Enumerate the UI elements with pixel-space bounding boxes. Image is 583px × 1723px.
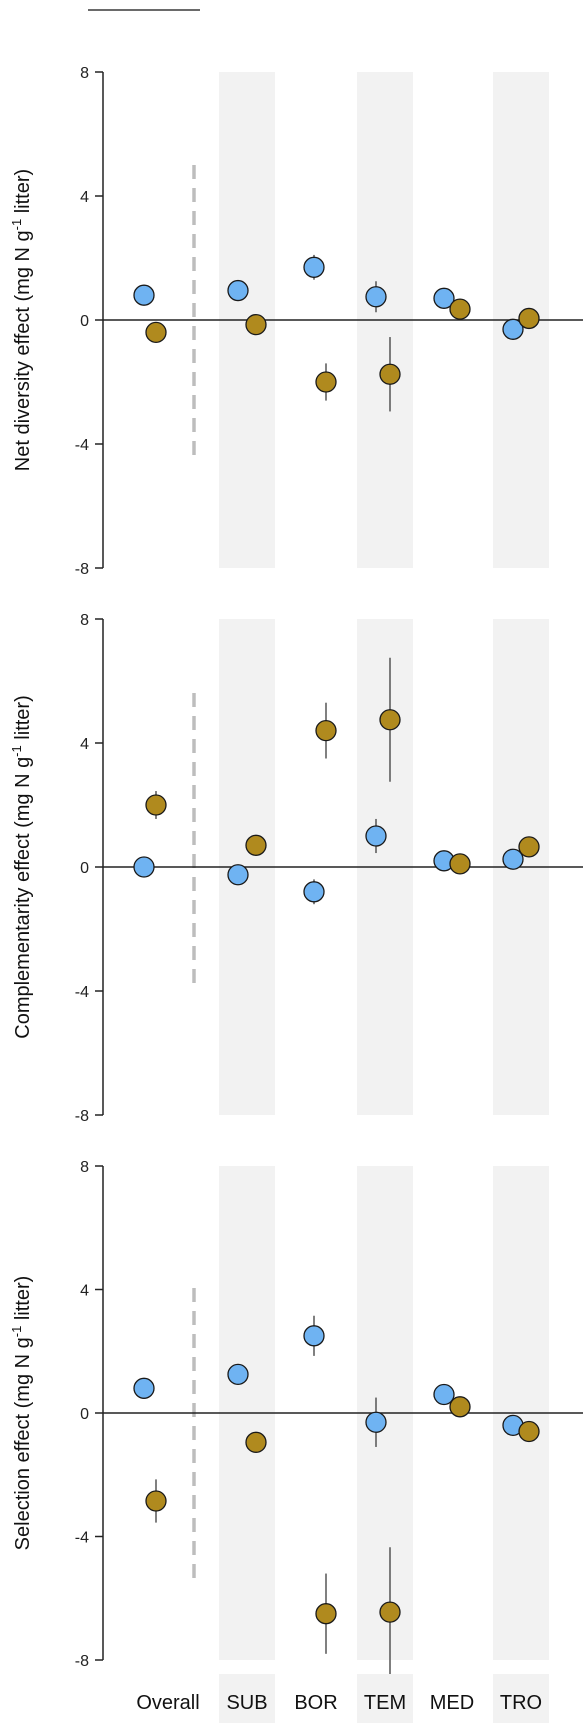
brown-point-bor [315, 1603, 337, 1625]
y-axis-label: Net diversity effect (mg N g-1 litter) [9, 169, 34, 471]
y-axis-label: Selection effect (mg N g-1 litter) [9, 1276, 34, 1551]
y-tick-label: 0 [80, 860, 89, 877]
category-band-tem [357, 1674, 413, 1723]
chart-panel-1: -8 -4 0 4 8 Net diversity effect (mg N g-1 li… [9, 65, 583, 578]
y-tick-label: 8 [80, 65, 89, 82]
blue-point-overall [133, 856, 155, 878]
category-band-tro [493, 1674, 549, 1723]
y-tick-label: 0 [80, 1406, 89, 1423]
brown-point-tem [379, 709, 401, 731]
blue-point-bor [303, 1325, 325, 1347]
blue-point-med [433, 1383, 455, 1406]
category-label-bor: BOR [294, 1692, 337, 1714]
brown-point-bor [315, 719, 337, 742]
brown-point-tro [518, 836, 540, 858]
brown-point-med [449, 1396, 471, 1418]
brown-point-sub [245, 834, 267, 856]
blue-point-tem [365, 1411, 387, 1433]
blue-point-overall [133, 284, 155, 306]
category-label-tem: TEM [364, 1692, 406, 1714]
blue-point-bor [303, 881, 325, 903]
category-axis: Overall SUB BOR TEM MED TRO [136, 1674, 549, 1723]
y-tick-label: 0 [80, 313, 89, 330]
brown-point-med [449, 853, 471, 875]
blue-point-tem [365, 825, 387, 847]
brown-point-overall [145, 794, 167, 816]
brown-point-sub [245, 313, 267, 336]
brown-point-tem [379, 1601, 401, 1623]
y-tick-label: -8 [75, 1108, 89, 1125]
y-tick-label: 4 [80, 736, 89, 753]
brown-point-tem [379, 363, 401, 385]
y-tick-label: -8 [75, 1653, 89, 1670]
chart-panel-3: -8 -4 0 4 8 Selection effect (mg N g-1 litter… [9, 1159, 583, 1677]
y-tick-label: -4 [75, 437, 89, 454]
y-axis-label: Complementarity effect (mg N g-1 litter) [9, 695, 34, 1039]
brown-point-tro [518, 1420, 540, 1443]
brown-point-bor [315, 371, 337, 393]
blue-point-med [433, 287, 455, 309]
category-label-med: MED [430, 1692, 474, 1714]
blue-point-bor [303, 256, 325, 278]
blue-point-overall [133, 1377, 155, 1399]
blue-point-tro [502, 318, 524, 340]
chart-panel-2: -8 -4 0 4 8 Complementarity effect (mg N g-1 … [9, 612, 583, 1125]
category-label-sub: SUB [226, 1692, 267, 1714]
brown-point-sub [245, 1431, 267, 1453]
y-tick-label: 8 [80, 1159, 89, 1176]
y-tick-label: -4 [75, 1530, 89, 1547]
y-tick-label: -4 [75, 984, 89, 1001]
blue-point-sub [227, 864, 249, 886]
blue-point-sub [227, 1363, 249, 1386]
y-tick-label: 8 [80, 612, 89, 629]
blue-point-tem [365, 286, 387, 308]
y-tick-label: 4 [80, 189, 89, 206]
brown-point-overall [145, 321, 167, 344]
brown-point-tro [518, 307, 540, 330]
blue-point-sub [227, 279, 249, 302]
y-tick-label: -8 [75, 561, 89, 578]
brown-point-med [449, 298, 471, 320]
category-label-tro: TRO [500, 1692, 542, 1714]
category-label-overall: Overall [136, 1692, 199, 1714]
category-band-sub [219, 1674, 275, 1723]
blue-point-tro [502, 848, 524, 870]
y-tick-label: 4 [80, 1283, 89, 1300]
brown-point-overall [145, 1490, 167, 1512]
